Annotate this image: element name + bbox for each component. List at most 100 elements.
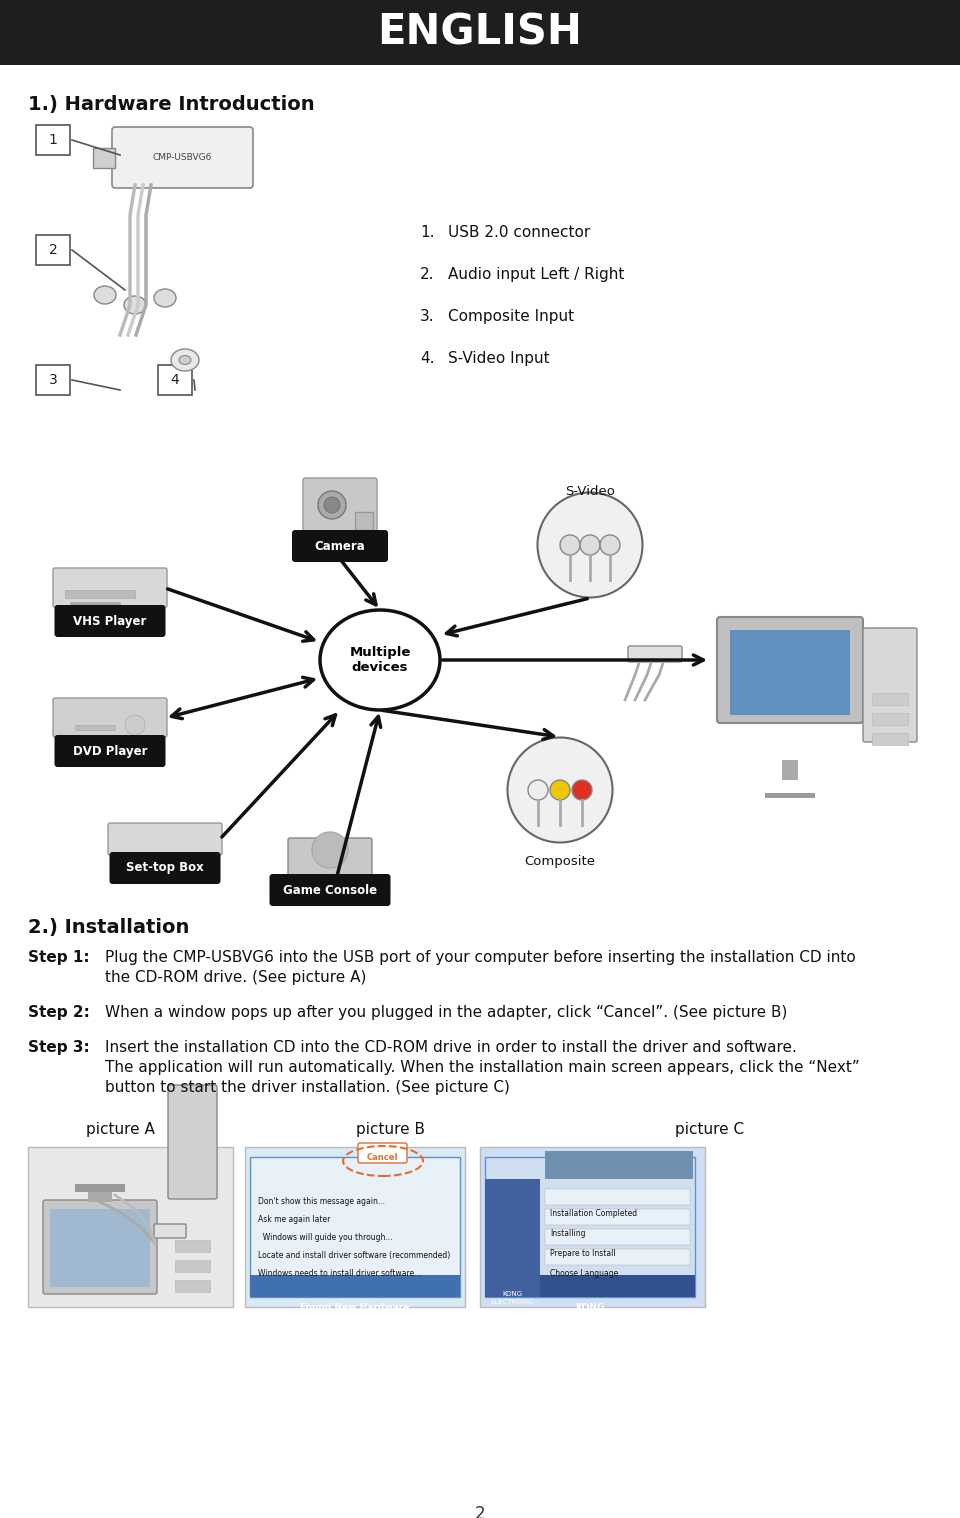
FancyBboxPatch shape: [717, 616, 863, 723]
Text: CMP-USBVG6: CMP-USBVG6: [153, 153, 212, 162]
FancyBboxPatch shape: [36, 235, 70, 266]
Text: picture C: picture C: [676, 1122, 745, 1137]
FancyBboxPatch shape: [108, 823, 222, 855]
Bar: [88, 1190, 112, 1202]
Text: 1: 1: [49, 134, 58, 147]
Text: S-Video Input: S-Video Input: [448, 351, 550, 366]
FancyBboxPatch shape: [358, 1143, 407, 1163]
FancyBboxPatch shape: [270, 874, 391, 906]
Ellipse shape: [94, 285, 116, 304]
FancyBboxPatch shape: [292, 530, 388, 562]
Ellipse shape: [508, 738, 612, 842]
Text: 2: 2: [474, 1504, 486, 1518]
Circle shape: [572, 780, 592, 800]
Bar: [70, 603, 120, 609]
FancyBboxPatch shape: [158, 364, 192, 395]
Text: button to start the driver installation. (See picture C): button to start the driver installation.…: [105, 1079, 510, 1094]
Bar: [765, 792, 815, 798]
Ellipse shape: [320, 610, 440, 710]
Text: Composite Input: Composite Input: [448, 310, 574, 323]
Text: Installing: Installing: [550, 1228, 586, 1237]
Text: 1.) Hardware Introduction: 1.) Hardware Introduction: [28, 96, 315, 114]
Bar: [50, 1208, 150, 1287]
Ellipse shape: [124, 296, 146, 314]
Text: Installation Completed: Installation Completed: [550, 1208, 637, 1217]
Bar: [75, 1184, 125, 1192]
Text: Don't show this message again...: Don't show this message again...: [258, 1198, 385, 1205]
Bar: [175, 1260, 210, 1272]
Bar: [93, 147, 115, 168]
Text: KONG: KONG: [575, 1304, 605, 1313]
FancyBboxPatch shape: [303, 478, 377, 531]
FancyBboxPatch shape: [863, 628, 917, 742]
Text: Set-top Box: Set-top Box: [126, 862, 204, 874]
Ellipse shape: [179, 355, 191, 364]
Bar: [175, 1280, 210, 1292]
Text: Choose Language: Choose Language: [550, 1269, 618, 1278]
Bar: [250, 1275, 460, 1296]
Bar: [250, 1157, 460, 1296]
Text: VHS Player: VHS Player: [73, 615, 147, 627]
Text: Found New Hardware: Found New Hardware: [300, 1304, 410, 1313]
Bar: [480, 1148, 705, 1307]
Text: Windows needs to install driver software...: Windows needs to install driver software…: [258, 1269, 421, 1278]
FancyBboxPatch shape: [36, 124, 70, 155]
Bar: [485, 1157, 695, 1296]
Text: Multiple
devices: Multiple devices: [349, 647, 411, 674]
Text: Ask me again later: Ask me again later: [258, 1214, 330, 1224]
Bar: [75, 726, 115, 730]
Text: Prepare to Install: Prepare to Install: [550, 1248, 615, 1257]
Text: DVD Player: DVD Player: [73, 744, 147, 757]
Ellipse shape: [538, 492, 642, 598]
Bar: [872, 694, 908, 704]
Circle shape: [324, 496, 340, 513]
Bar: [65, 591, 135, 598]
Text: 3: 3: [49, 373, 58, 387]
Text: Windows will guide you through...: Windows will guide you through...: [258, 1233, 393, 1242]
Text: Camera: Camera: [315, 539, 366, 553]
FancyBboxPatch shape: [53, 698, 167, 738]
Bar: [545, 1151, 693, 1179]
Ellipse shape: [154, 288, 176, 307]
Bar: [872, 713, 908, 726]
FancyBboxPatch shape: [53, 568, 167, 607]
Circle shape: [600, 534, 620, 556]
FancyBboxPatch shape: [55, 606, 165, 638]
FancyBboxPatch shape: [43, 1201, 157, 1293]
FancyBboxPatch shape: [154, 1224, 186, 1239]
Text: 2.: 2.: [420, 267, 435, 282]
Text: The application will run automatically. When the installation main screen appear: The application will run automatically. …: [105, 1060, 860, 1075]
Bar: [0, 0, 960, 65]
Text: Step 1:: Step 1:: [28, 950, 89, 965]
Text: Cancel: Cancel: [367, 1154, 397, 1161]
Bar: [485, 1179, 540, 1296]
Text: picture B: picture B: [355, 1122, 424, 1137]
Text: Insert the installation CD into the CD-ROM drive in order to install the driver : Insert the installation CD into the CD-R…: [105, 1040, 797, 1055]
Text: When a window pops up after you plugged in the adapter, click “Cancel”. (See pic: When a window pops up after you plugged …: [105, 1005, 787, 1020]
Text: 4: 4: [171, 373, 180, 387]
Text: USB 2.0 connector: USB 2.0 connector: [448, 225, 590, 240]
Text: ENGLISH: ENGLISH: [377, 12, 583, 53]
FancyBboxPatch shape: [55, 735, 165, 767]
Circle shape: [312, 832, 348, 868]
Circle shape: [560, 534, 580, 556]
Text: Game Console: Game Console: [283, 883, 377, 897]
Text: picture A: picture A: [85, 1122, 155, 1137]
Text: Step 2:: Step 2:: [28, 1005, 90, 1020]
Text: KONG
ELECTRONIC: KONG ELECTRONIC: [491, 1292, 534, 1304]
Circle shape: [528, 780, 548, 800]
FancyBboxPatch shape: [112, 128, 253, 188]
FancyBboxPatch shape: [109, 852, 221, 883]
Text: Locate and install driver software (recommended): Locate and install driver software (reco…: [258, 1251, 450, 1260]
Text: 2: 2: [49, 243, 58, 257]
Circle shape: [125, 715, 145, 735]
Text: 3.: 3.: [420, 310, 435, 323]
Text: Plug the CMP-USBVG6 into the USB port of your computer before inserting the inst: Plug the CMP-USBVG6 into the USB port of…: [105, 950, 855, 965]
Bar: [545, 1189, 690, 1205]
FancyBboxPatch shape: [36, 364, 70, 395]
Bar: [175, 1240, 210, 1252]
Bar: [545, 1230, 690, 1245]
Circle shape: [580, 534, 600, 556]
Text: the CD-ROM drive. (See picture A): the CD-ROM drive. (See picture A): [105, 970, 367, 985]
Text: S-Video: S-Video: [565, 484, 615, 498]
